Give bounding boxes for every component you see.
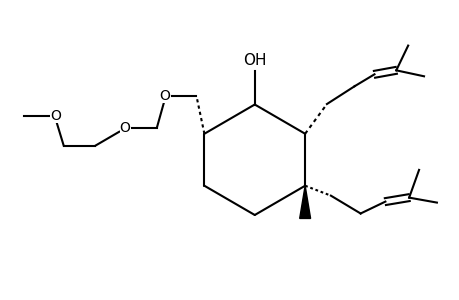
Text: O: O [50, 109, 61, 123]
Text: O: O [159, 89, 170, 103]
Text: O: O [119, 121, 130, 135]
Text: OH: OH [242, 53, 266, 68]
Polygon shape [299, 186, 310, 218]
